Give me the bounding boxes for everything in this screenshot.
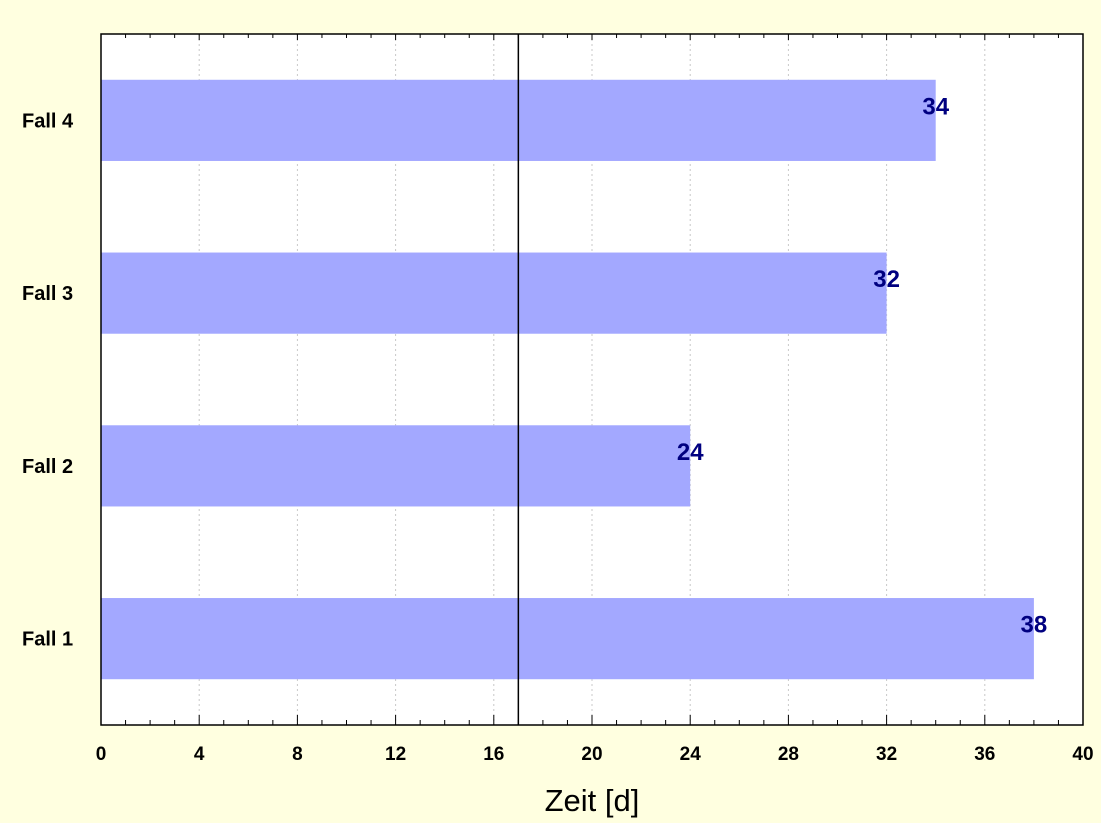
data-label-fall-3: 32 <box>873 266 900 293</box>
data-label-fall-4: 34 <box>922 93 949 120</box>
x-tick-label-40: 40 <box>1072 744 1093 765</box>
category-label-fall-1: Fall 1 <box>22 629 73 651</box>
axis-ticks <box>100 34 1084 725</box>
data-label-fall-1: 38 <box>1021 612 1048 639</box>
x-tick-labels: 0 4 8 12 16 20 24 28 32 36 40 <box>96 744 1094 765</box>
bars <box>101 79 1034 680</box>
x-tick-label-0: 0 <box>96 744 107 765</box>
x-tick-label-8: 8 <box>292 744 303 765</box>
x-tick-label-28: 28 <box>778 744 799 765</box>
category-label-fall-3: Fall 3 <box>22 283 73 305</box>
bar-fall-3 <box>101 252 887 334</box>
x-tick-label-32: 32 <box>876 744 897 765</box>
x-tick-label-12: 12 <box>385 744 406 765</box>
data-label-fall-2: 24 <box>677 439 704 466</box>
x-tick-label-36: 36 <box>974 744 995 765</box>
x-tick-label-4: 4 <box>194 744 205 765</box>
x-axis-title: Zeit [d] <box>545 783 640 818</box>
category-label-fall-4: Fall 4 <box>22 110 74 132</box>
category-labels: Fall 1 Fall 2 Fall 3 Fall 4 <box>22 110 74 650</box>
bar-fall-1 <box>101 598 1034 680</box>
bar-fall-2 <box>101 425 691 507</box>
x-tick-label-16: 16 <box>483 744 504 765</box>
data-labels: 38 24 32 34 <box>677 93 1047 638</box>
category-label-fall-2: Fall 2 <box>22 456 73 478</box>
x-tick-label-20: 20 <box>581 744 602 765</box>
x-tick-label-24: 24 <box>680 744 702 765</box>
